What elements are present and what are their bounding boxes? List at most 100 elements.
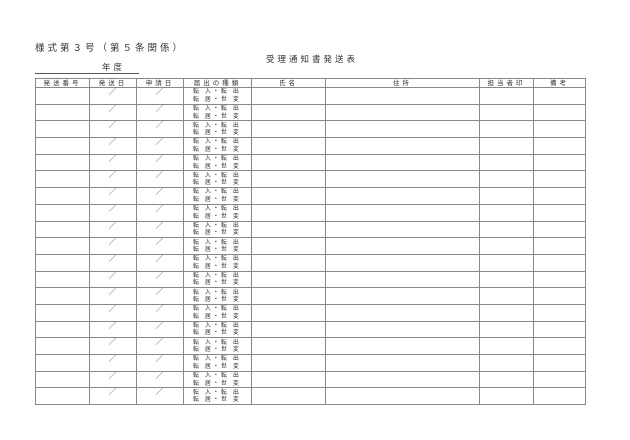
address-cell[interactable] [325,237,480,255]
name-cell[interactable] [251,187,326,205]
staff-seal-cell[interactable] [479,170,534,189]
notification-type-cell[interactable]: 転 入・転 出転 居・世 変 [183,253,252,272]
apply-date-cell[interactable]: ／ [136,220,184,239]
send-date-cell[interactable]: ／ [89,137,137,155]
staff-seal-cell[interactable] [479,87,534,105]
send-date-cell[interactable]: ／ [89,103,137,122]
name-cell[interactable] [251,220,326,239]
send-date-cell[interactable]: ／ [89,354,137,372]
remarks-cell[interactable] [533,203,586,222]
staff-seal-cell[interactable] [479,103,534,122]
remarks-cell[interactable] [533,153,586,172]
remarks-cell[interactable] [533,120,586,139]
apply-date-cell[interactable]: ／ [136,354,184,372]
notification-type-cell[interactable]: 転 入・転 出転 居・世 変 [183,320,252,339]
apply-date-cell[interactable]: ／ [136,303,184,322]
notification-type-cell[interactable]: 転 入・転 出転 居・世 変 [183,303,252,322]
send-number-cell[interactable] [35,187,90,205]
send-date-cell[interactable]: ／ [89,303,137,322]
remarks-cell[interactable] [533,237,586,255]
send-number-cell[interactable] [35,237,90,255]
send-number-cell[interactable] [35,370,90,389]
send-number-cell[interactable] [35,220,90,239]
address-cell[interactable] [325,320,480,339]
apply-date-cell[interactable]: ／ [136,270,184,289]
notification-type-cell[interactable]: 転 入・転 出転 居・世 変 [183,203,252,222]
send-number-cell[interactable] [35,253,90,272]
staff-seal-cell[interactable] [479,220,534,239]
send-date-cell[interactable]: ／ [89,370,137,389]
remarks-cell[interactable] [533,170,586,189]
name-cell[interactable] [251,303,326,322]
address-cell[interactable] [325,170,480,189]
staff-seal-cell[interactable] [479,253,534,272]
name-cell[interactable] [251,354,326,372]
send-number-cell[interactable] [35,387,90,406]
send-date-cell[interactable]: ／ [89,120,137,139]
send-number-cell[interactable] [35,354,90,372]
notification-type-cell[interactable]: 転 入・転 出転 居・世 変 [183,120,252,139]
year-field[interactable]: 年度 [35,61,139,74]
apply-date-cell[interactable]: ／ [136,137,184,155]
apply-date-cell[interactable]: ／ [136,203,184,222]
name-cell[interactable] [251,370,326,389]
apply-date-cell[interactable]: ／ [136,187,184,205]
notification-type-cell[interactable]: 転 入・転 出転 居・世 変 [183,287,252,305]
send-date-cell[interactable]: ／ [89,253,137,272]
notification-type-cell[interactable]: 転 入・転 出転 居・世 変 [183,87,252,105]
address-cell[interactable] [325,153,480,172]
notification-type-cell[interactable]: 転 入・転 出転 居・世 変 [183,337,252,355]
notification-type-cell[interactable]: 転 入・転 出転 居・世 変 [183,137,252,155]
address-cell[interactable] [325,337,480,355]
name-cell[interactable] [251,387,326,406]
notification-type-cell[interactable]: 転 入・転 出転 居・世 変 [183,170,252,189]
send-number-cell[interactable] [35,320,90,339]
staff-seal-cell[interactable] [479,370,534,389]
notification-type-cell[interactable]: 転 入・転 出転 居・世 変 [183,153,252,172]
send-date-cell[interactable]: ／ [89,87,137,105]
remarks-cell[interactable] [533,103,586,122]
notification-type-cell[interactable]: 転 入・転 出転 居・世 変 [183,270,252,289]
staff-seal-cell[interactable] [479,120,534,139]
remarks-cell[interactable] [533,270,586,289]
address-cell[interactable] [325,270,480,289]
send-number-cell[interactable] [35,103,90,122]
apply-date-cell[interactable]: ／ [136,87,184,105]
remarks-cell[interactable] [533,187,586,205]
send-number-cell[interactable] [35,87,90,105]
remarks-cell[interactable] [533,287,586,305]
send-date-cell[interactable]: ／ [89,187,137,205]
staff-seal-cell[interactable] [479,287,534,305]
address-cell[interactable] [325,303,480,322]
remarks-cell[interactable] [533,387,586,406]
notification-type-cell[interactable]: 転 入・転 出転 居・世 変 [183,220,252,239]
send-date-cell[interactable]: ／ [89,220,137,239]
send-date-cell[interactable]: ／ [89,153,137,172]
name-cell[interactable] [251,253,326,272]
staff-seal-cell[interactable] [479,237,534,255]
notification-type-cell[interactable]: 転 入・転 出転 居・世 変 [183,354,252,372]
address-cell[interactable] [325,87,480,105]
send-date-cell[interactable]: ／ [89,320,137,339]
send-number-cell[interactable] [35,170,90,189]
apply-date-cell[interactable]: ／ [136,253,184,272]
apply-date-cell[interactable]: ／ [136,120,184,139]
name-cell[interactable] [251,270,326,289]
notification-type-cell[interactable]: 転 入・転 出転 居・世 変 [183,387,252,406]
send-number-cell[interactable] [35,153,90,172]
name-cell[interactable] [251,137,326,155]
send-date-cell[interactable]: ／ [89,387,137,406]
name-cell[interactable] [251,320,326,339]
address-cell[interactable] [325,354,480,372]
send-date-cell[interactable]: ／ [89,170,137,189]
send-date-cell[interactable]: ／ [89,287,137,305]
remarks-cell[interactable] [533,137,586,155]
remarks-cell[interactable] [533,303,586,322]
staff-seal-cell[interactable] [479,137,534,155]
remarks-cell[interactable] [533,320,586,339]
remarks-cell[interactable] [533,370,586,389]
staff-seal-cell[interactable] [479,153,534,172]
send-number-cell[interactable] [35,203,90,222]
remarks-cell[interactable] [533,253,586,272]
address-cell[interactable] [325,387,480,406]
